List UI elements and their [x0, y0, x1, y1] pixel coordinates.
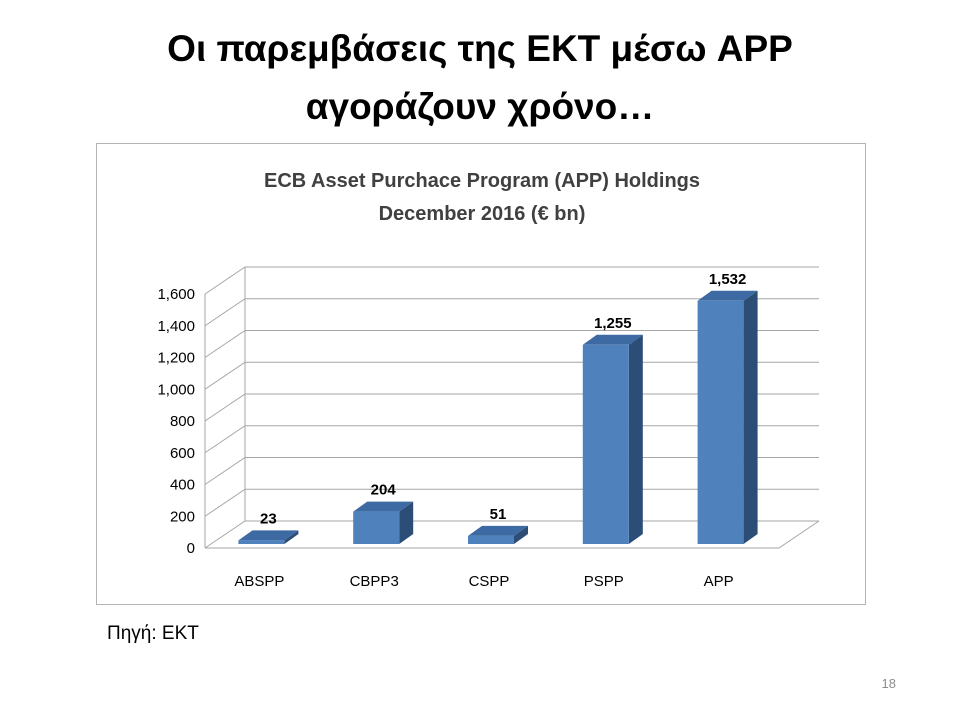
bar-side-face [514, 525, 528, 544]
grid-layer [204, 266, 820, 549]
bar-top-face [697, 290, 758, 301]
bar-top-face [353, 501, 414, 512]
y-tick-label: 600 [170, 445, 195, 462]
x-category-label: PSPP [584, 573, 624, 590]
slide-title-line-1: Οι παρεμβάσεις της ΕΚΤ μέσω APP [167, 28, 793, 69]
x-category-label: CBPP3 [350, 573, 399, 590]
bar-app [697, 290, 758, 544]
bar-side-face [399, 501, 414, 544]
page-number: 18 [881, 676, 896, 691]
bar-chart: ECB Asset Purchace Program (APP) Holding… [157, 170, 820, 590]
source-note: Πηγή: ΕΚΤ [107, 623, 199, 644]
chart-title-line-2: December 2016 (€ bn) [379, 203, 586, 225]
bar-value-label: 204 [371, 482, 397, 499]
bar-front-face [697, 300, 744, 544]
floor-edge [205, 520, 820, 549]
bar-cspp [468, 525, 528, 544]
bar-front-face [238, 540, 285, 544]
y-tick-label: 200 [170, 508, 195, 525]
bars [238, 290, 758, 544]
chart-title-line-1: ECB Asset Purchace Program (APP) Holding… [264, 170, 700, 192]
bar-side-face [284, 530, 299, 544]
y-tick-label: 800 [170, 413, 195, 430]
x-category-label: ABSPP [234, 573, 284, 590]
y-tick-label: 1,200 [157, 350, 195, 367]
chart-frame: ECB Asset Purchace Program (APP) Holding… [96, 143, 866, 605]
data-labels: 23 204 51 1,255 1,532 [260, 271, 746, 528]
x-category-label: CSPP [469, 573, 510, 590]
bar-value-label: 51 [490, 506, 507, 523]
x-axis-categories: ABSPP CBPP3 CSPP PSPP APP [234, 573, 733, 590]
y-tick-label: 1,600 [157, 286, 195, 303]
slide-title: Οι παρεμβάσεις της ΕΚΤ μέσω APP αγοράζου… [0, 20, 960, 136]
bar-pspp [582, 334, 643, 544]
bar-value-label: 1,532 [709, 271, 747, 288]
x-category-label: APP [704, 573, 734, 590]
y-tick-label: 400 [170, 477, 195, 494]
y-tick-label: 1,400 [157, 318, 195, 335]
slide-title-line-2: αγοράζουν χρόνο… [305, 86, 655, 127]
y-tick-label: 0 [187, 540, 195, 557]
bar-front-face [582, 344, 629, 544]
bar-side-face [628, 334, 643, 544]
bar-side-face [743, 290, 758, 544]
bar-top-face [468, 525, 528, 536]
bar-abspp [238, 530, 299, 544]
bar-cbpp3 [353, 501, 414, 544]
bar-front-face [468, 535, 514, 544]
bar-value-label: 1,255 [594, 315, 632, 332]
y-axis-ticks: 0 200 400 600 800 1,000 1,200 1,400 1,600 [157, 286, 195, 557]
bar-value-label: 23 [260, 510, 277, 527]
bar-top-face [238, 530, 299, 541]
bar-front-face [353, 511, 400, 544]
bar-top-face [582, 334, 643, 345]
y-tick-label: 1,000 [157, 381, 195, 398]
